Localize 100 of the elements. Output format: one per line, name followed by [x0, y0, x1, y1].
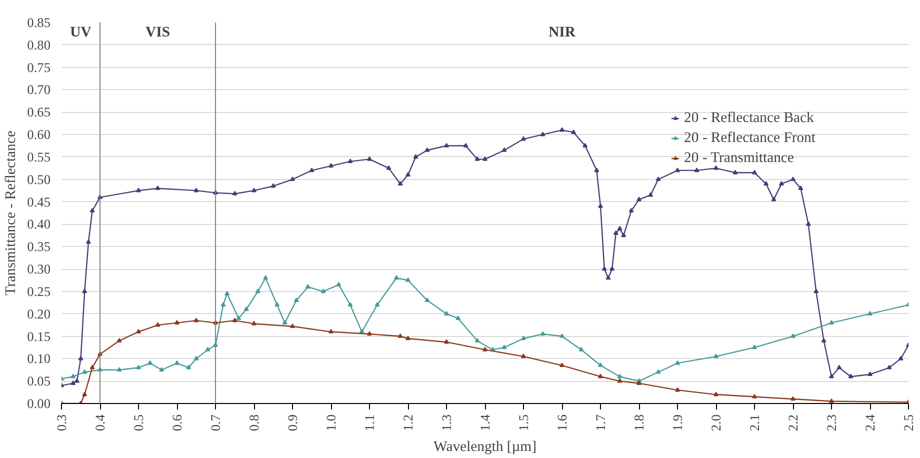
y-tick-label: 0.20: [27, 306, 51, 322]
point: [502, 344, 507, 350]
y-tick-label: 0.60: [27, 127, 51, 142]
point: [675, 387, 680, 392]
point: [521, 354, 526, 358]
point: [255, 288, 260, 294]
point: [394, 275, 399, 280]
legend-label: 20 - Transmittance: [684, 150, 794, 166]
point: [116, 367, 122, 372]
point: [328, 328, 334, 334]
point: [752, 394, 757, 398]
point: [159, 367, 164, 372]
point: [136, 364, 141, 370]
y-tick-label: 0.55: [27, 149, 51, 164]
x-tick-label: 1.7: [593, 414, 608, 432]
point: [424, 298, 430, 302]
point: [560, 362, 564, 368]
point: [155, 322, 160, 327]
legend-label: 20 - Reflectance Back: [684, 110, 814, 126]
y-tick-label: 0.70: [27, 82, 51, 98]
x-tick-label: 1.3: [439, 414, 454, 432]
x-tick-label: 2.4: [862, 414, 878, 432]
x-tick-label: 0.4: [92, 414, 108, 432]
point: [220, 302, 226, 307]
x-tick-label: 1.4: [478, 414, 492, 432]
x-axis-title: Wavelength [µm]: [434, 439, 536, 456]
point: [598, 362, 603, 368]
point: [374, 302, 380, 307]
point: [540, 331, 546, 336]
point: [186, 364, 192, 370]
point: [194, 356, 199, 360]
point: [136, 328, 141, 334]
point: [148, 360, 153, 365]
x-tick-label: 0.8: [246, 414, 262, 432]
point: [348, 302, 353, 307]
annotation: VIS: [146, 24, 170, 40]
x-tick-label: 1.2: [400, 414, 416, 432]
y-axis-title: Transmittance - Reflectance: [3, 130, 20, 296]
point: [244, 306, 249, 312]
point: [236, 316, 242, 320]
point: [636, 380, 642, 385]
y-tick-label: 0.85: [27, 15, 51, 30]
y-tick-label: 0.10: [27, 351, 51, 366]
point: [194, 318, 199, 322]
point: [752, 344, 757, 350]
point: [282, 320, 288, 324]
point: [406, 277, 410, 282]
y-tick-label: 0.80: [27, 37, 51, 52]
point: [224, 290, 230, 296]
x-tick-label: 0.7: [208, 414, 223, 432]
point: [305, 284, 310, 289]
y-tick-label: 0.50: [27, 172, 51, 187]
point: [482, 346, 488, 352]
y-tick-label: 0.05: [27, 374, 51, 389]
point: [868, 311, 872, 316]
point: [90, 364, 95, 370]
point: [675, 360, 680, 365]
point: [320, 288, 326, 294]
point: [263, 275, 268, 280]
y-tick-label: 0.65: [27, 104, 51, 120]
x-tick-label: 1.0: [324, 414, 338, 432]
point: [205, 346, 210, 352]
y-tick-label: 0.35: [27, 239, 51, 254]
point: [116, 338, 122, 342]
x-tick-label: 2.0: [708, 414, 724, 432]
point: [252, 320, 256, 326]
x-tick-label: 2.5: [901, 414, 916, 432]
point: [82, 369, 88, 374]
point: [456, 316, 461, 320]
x-tick-label: 0.3: [54, 414, 69, 432]
point: [474, 338, 480, 342]
annotation: UV: [70, 24, 92, 40]
annotation: NIR: [548, 24, 576, 40]
point: [290, 324, 295, 328]
point: [521, 336, 526, 340]
point: [656, 369, 661, 374]
point: [367, 331, 372, 336]
point: [829, 398, 834, 403]
y-tick-label: 0.40: [27, 216, 51, 232]
y-tick-label: 0.15: [27, 328, 51, 344]
point: [70, 374, 76, 378]
y-tick-label: 0.00: [27, 396, 51, 411]
x-tick-label: 0.6: [170, 414, 184, 432]
point: [598, 374, 603, 378]
point: [174, 360, 180, 365]
x-tick-label: 1.6: [554, 414, 570, 432]
point: [578, 346, 584, 352]
x-tick-label: 2.2: [786, 414, 800, 432]
x-tick-label: 2.1: [747, 414, 762, 432]
x-tick-label: 1.1: [362, 414, 377, 432]
y-tick-label: 0.30: [27, 262, 51, 277]
point: [714, 354, 718, 358]
y-tick-label: 0.75: [27, 60, 51, 75]
point: [790, 396, 796, 401]
x-tick-label: 2.3: [824, 414, 839, 432]
point: [617, 374, 622, 378]
point: [444, 311, 449, 316]
point: [406, 336, 410, 340]
point: [294, 298, 299, 302]
point: [174, 320, 180, 324]
